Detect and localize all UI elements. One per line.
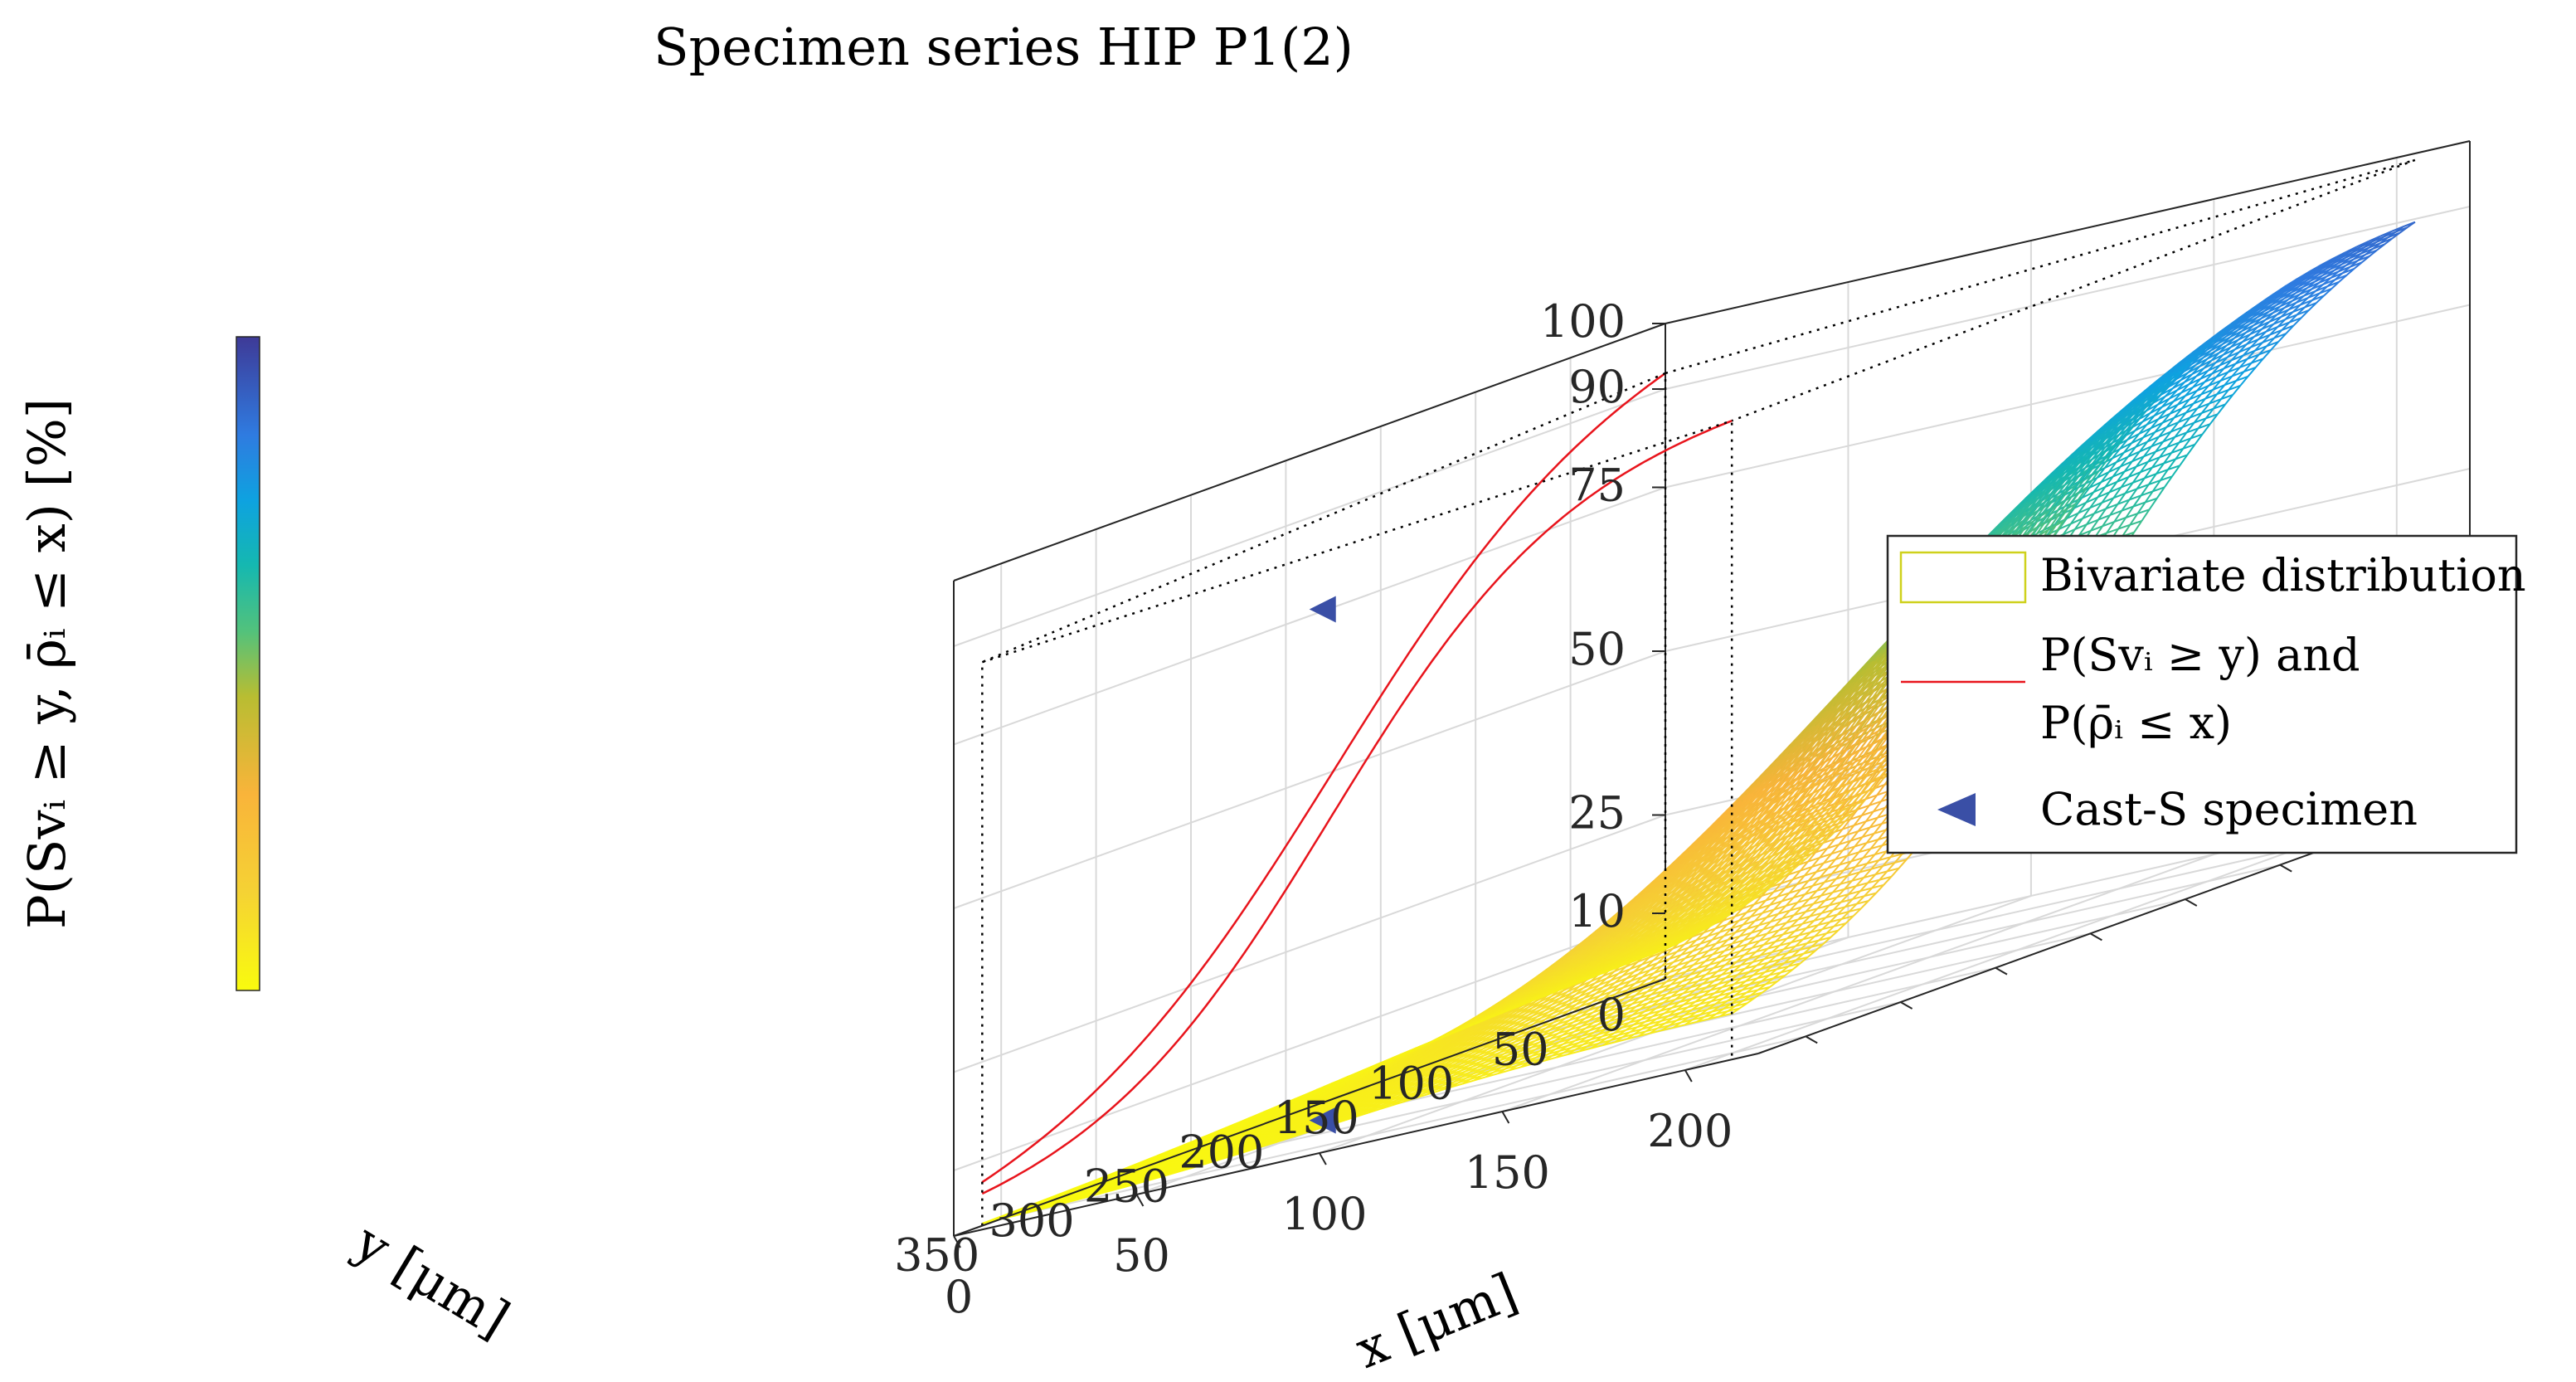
- mesh-segment: [1134, 1180, 1147, 1185]
- axis-box-edge: [953, 323, 1666, 582]
- mesh-segment: [1169, 1170, 1182, 1175]
- mesh-segment: [1063, 1199, 1077, 1204]
- mesh-segment: [1380, 1104, 1392, 1110]
- mesh-segment: [1263, 1141, 1276, 1147]
- mesh-segment: [1181, 1166, 1193, 1172]
- mesh-segment: [1157, 1173, 1170, 1179]
- mesh-segment: [1344, 1115, 1358, 1122]
- mesh-segment: [1122, 1183, 1135, 1189]
- mesh-segment: [1368, 1107, 1381, 1114]
- mesh-segment: [1239, 1149, 1252, 1155]
- mesh-segment: [1052, 1202, 1065, 1207]
- mesh-segment: [1286, 1134, 1299, 1140]
- mesh-segment: [1076, 1195, 1088, 1201]
- mesh-segment: [1251, 1145, 1264, 1151]
- axis-box-edge: [1665, 140, 2471, 324]
- mesh-segment: [1028, 1208, 1042, 1214]
- x-gridline-floor: [1502, 854, 2214, 1112]
- mesh-segment: [1310, 1127, 1323, 1132]
- mesh-segment: [1087, 1193, 1100, 1198]
- mesh-segment: [1111, 1186, 1124, 1192]
- y-gridline-floor: [1000, 1035, 1806, 1220]
- mesh-segment: [1099, 1190, 1111, 1195]
- mesh-segment: [1017, 1211, 1030, 1216]
- mesh-segment: [982, 1219, 994, 1224]
- mesh-segment: [1298, 1130, 1311, 1136]
- mesh-segment: [1204, 1160, 1218, 1165]
- mesh-segment: [1275, 1137, 1287, 1144]
- mesh-segment: [1356, 1112, 1369, 1117]
- mesh-segment: [1040, 1204, 1053, 1210]
- mesh-segment: [1145, 1176, 1159, 1182]
- mesh-segment: [1216, 1156, 1229, 1162]
- mesh-segment: [1193, 1163, 1205, 1169]
- mesh-segment: [1227, 1152, 1241, 1158]
- x-gridline-floor: [1684, 812, 2398, 1071]
